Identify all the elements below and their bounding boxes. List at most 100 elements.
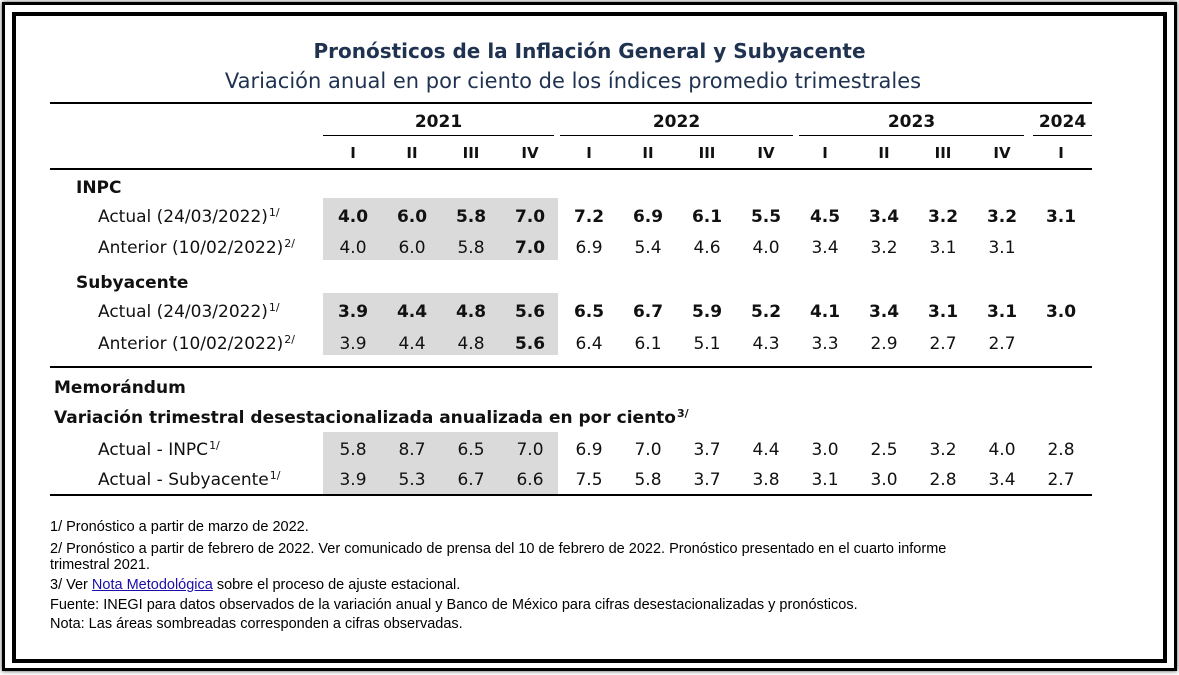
row-label-text: Actual (24/03/2022): [98, 302, 268, 322]
quarter-header: IV: [993, 144, 1011, 162]
quarter-header: II: [878, 144, 890, 162]
note-nota: Nota: Las áreas sombreadas corresponden …: [50, 616, 463, 632]
row-label-text: Actual (24/03/2022): [98, 207, 268, 227]
section-subyacente: Subyacente: [76, 273, 189, 293]
note-3: 3/ Ver Nota Metodológica sobre el proces…: [50, 577, 461, 594]
table-cell: 6.1: [691, 207, 723, 227]
note-3-suffix: sobre el proceso de ajuste estacional.: [212, 577, 461, 593]
row-footnote-ref: 2/: [284, 333, 296, 346]
table-cell: 6.5: [457, 440, 485, 460]
rule-2021: [323, 135, 554, 136]
row-footnote-ref: 1/: [269, 469, 281, 482]
table-cell: 2.8: [929, 470, 957, 490]
table-cell: 3.3: [811, 334, 839, 354]
table-cell: 4.8: [455, 302, 487, 322]
table-cell: 3.2: [927, 207, 959, 227]
table-cell: 3.4: [868, 207, 900, 227]
table-cell: 6.9: [575, 238, 603, 258]
year-2023: 2023: [887, 112, 936, 132]
row-footnote-ref: 1/: [268, 206, 280, 219]
inner-frame: [12, 12, 1167, 663]
variacion-footnote-ref: 3/: [677, 407, 689, 420]
quarter-header: III: [698, 144, 716, 162]
table-subtitle: Variación anual en por ciento de los índ…: [224, 69, 922, 93]
table-cell: 5.1: [693, 334, 721, 354]
top-rule: [50, 102, 1092, 104]
table-cell: 6.4: [575, 334, 603, 354]
table-cell: 3.1: [811, 470, 839, 490]
table-cell: 4.1: [809, 302, 841, 322]
row-label-text: Actual - INPC: [98, 440, 209, 460]
table-cell: 3.2: [929, 440, 957, 460]
row-label-text: Anterior (10/02/2022): [98, 238, 284, 258]
row-label: Anterior (10/02/2022)2/: [98, 333, 296, 354]
year-2022: 2022: [652, 112, 701, 132]
table-cell: 5.5: [750, 207, 782, 227]
note-2-line-1: 2/ Pronóstico a partir de febrero de 202…: [50, 541, 947, 557]
table-cell: 5.8: [634, 470, 662, 490]
table-cell: 3.2: [986, 207, 1018, 227]
quarter-header: I: [350, 144, 356, 162]
note-2: 2/ Pronóstico a partir de febrero de 202…: [50, 541, 947, 573]
row-label: Anterior (10/02/2022)2/: [98, 237, 296, 258]
shade-memorandum: [323, 432, 558, 494]
quarter-header: II: [642, 144, 654, 162]
table-cell: 3.4: [868, 302, 900, 322]
quarter-header: III: [934, 144, 952, 162]
row-footnote-ref: 2/: [284, 237, 296, 250]
table-cell: 6.6: [516, 470, 544, 490]
table-cell: 4.0: [988, 440, 1016, 460]
row-footnote-ref: 1/: [209, 439, 220, 452]
table-cell: 8.7: [398, 440, 426, 460]
table-cell: 6.0: [396, 207, 428, 227]
shade-subyacente: [323, 293, 558, 355]
table-cell: 4.3: [752, 334, 780, 354]
table-cell: 4.0: [337, 207, 369, 227]
quarter-header: III: [462, 144, 480, 162]
table-cell: 3.8: [752, 470, 780, 490]
table-cell: 4.0: [339, 238, 367, 258]
row-label: Actual (24/03/2022)1/: [98, 206, 280, 227]
table-cell: 5.9: [691, 302, 723, 322]
table-cell: 3.4: [811, 238, 839, 258]
table-cell: 4.4: [752, 440, 780, 460]
section-inpc: INPC: [76, 178, 122, 198]
table-cell: 3.1: [927, 302, 959, 322]
table-cell: 3.0: [811, 440, 839, 460]
table-cell: 7.0: [514, 238, 546, 258]
quarter-header: IV: [757, 144, 775, 162]
rule-2022: [560, 135, 793, 136]
table-cell: 3.1: [988, 238, 1016, 258]
rule-2023: [799, 135, 1024, 136]
table-cell: 2.5: [870, 440, 898, 460]
table-cell: 6.1: [634, 334, 662, 354]
table-cell: 6.7: [632, 302, 664, 322]
table-cell: 3.9: [339, 470, 367, 490]
year-2021: 2021: [414, 112, 463, 132]
table-cell: 7.2: [573, 207, 605, 227]
row-footnote-ref: 1/: [268, 301, 280, 314]
note-3-prefix: 3/ Ver: [50, 577, 92, 593]
section-memorandum: Memorándum: [54, 378, 186, 398]
variacion-label: Variación trimestral desestacionalizada …: [54, 408, 676, 428]
table-cell: 5.6: [514, 302, 546, 322]
nota-metodologica-link[interactable]: Nota Metodológica: [91, 577, 213, 593]
table-cell: 4.4: [398, 334, 426, 354]
table-title: Pronósticos de la Inflación General y Su…: [313, 39, 866, 63]
table-cell: 7.0: [634, 440, 662, 460]
table-cell: 5.8: [339, 440, 367, 460]
table-cell: 5.4: [634, 238, 662, 258]
quarter-header: IV: [521, 144, 539, 162]
table-cell: 4.6: [693, 238, 721, 258]
table-cell: 5.8: [455, 207, 487, 227]
table-cell: 4.8: [457, 334, 485, 354]
table-cell: 5.3: [398, 470, 426, 490]
quarter-header: I: [822, 144, 828, 162]
table-cell: 2.9: [870, 334, 898, 354]
quarter-header: I: [1058, 144, 1064, 162]
table-cell: 5.2: [750, 302, 782, 322]
table-cell: 6.5: [573, 302, 605, 322]
row-label: Actual (24/03/2022)1/: [98, 301, 280, 322]
table-cell: 3.0: [870, 470, 898, 490]
